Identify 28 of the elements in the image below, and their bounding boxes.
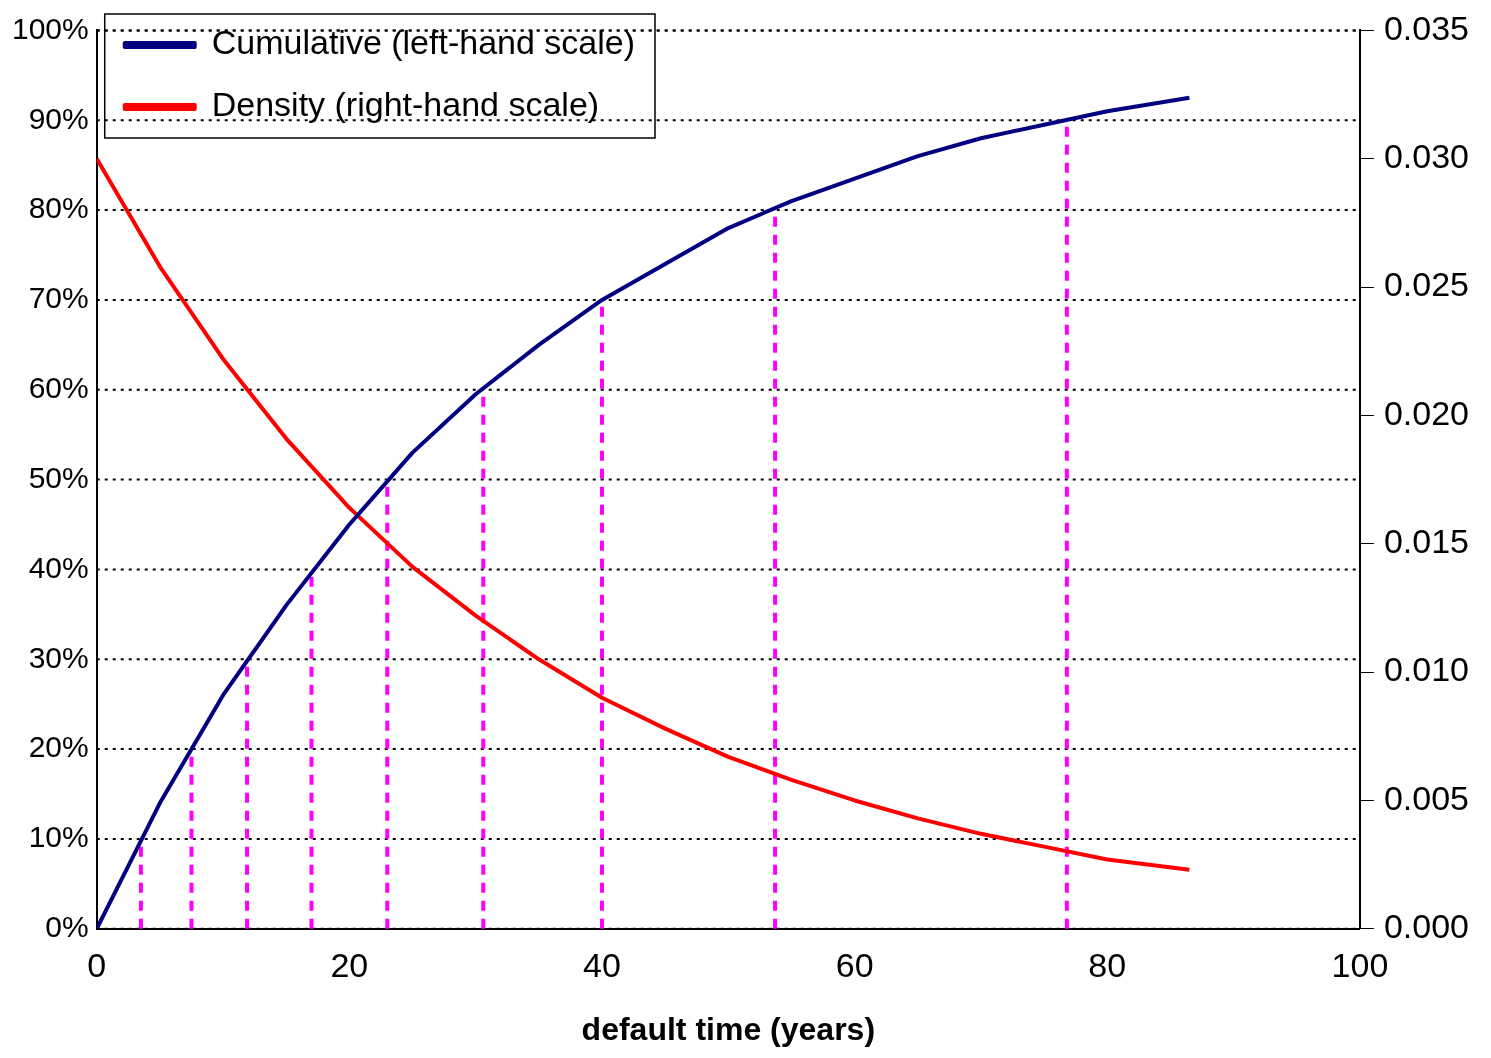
y-tick-label: 50% bbox=[28, 460, 89, 494]
y2-tick-label: 0.035 bbox=[1383, 8, 1470, 47]
y2-tick-label: 0.000 bbox=[1383, 907, 1470, 946]
x-tick-label: 40 bbox=[583, 945, 621, 984]
y-tick-label: 60% bbox=[28, 371, 89, 405]
x-tick-label: 80 bbox=[1088, 945, 1127, 984]
x-tick-label: 0 bbox=[87, 945, 107, 984]
x-tick-label: 100 bbox=[1331, 945, 1389, 984]
x-tick-label: 60 bbox=[835, 945, 874, 984]
y-tick-label: 30% bbox=[28, 640, 89, 674]
y2-tick-label: 0.020 bbox=[1383, 393, 1470, 432]
legend-label: Cumulative (left-hand scale) bbox=[211, 23, 636, 62]
y-tick-label: 40% bbox=[28, 550, 89, 584]
y2-tick-label: 0.030 bbox=[1383, 137, 1470, 176]
y-tick-label: 80% bbox=[28, 191, 89, 225]
y-tick-label: 20% bbox=[28, 730, 89, 764]
legend-label: Density (right-hand scale) bbox=[211, 85, 600, 124]
y-tick-label: 0% bbox=[45, 910, 89, 944]
y2-tick-label: 0.015 bbox=[1383, 522, 1470, 561]
y-tick-label: 70% bbox=[28, 281, 89, 315]
y2-tick-label: 0.005 bbox=[1383, 778, 1470, 817]
y2-tick-label: 0.025 bbox=[1383, 265, 1470, 304]
y-tick-label: 90% bbox=[28, 101, 89, 135]
y-tick-label: 10% bbox=[28, 820, 89, 854]
y2-tick-label: 0.010 bbox=[1383, 650, 1470, 689]
x-axis-title: default time (years) bbox=[581, 1010, 876, 1047]
y-tick-label: 100% bbox=[11, 11, 89, 45]
x-tick-label: 20 bbox=[330, 945, 369, 984]
